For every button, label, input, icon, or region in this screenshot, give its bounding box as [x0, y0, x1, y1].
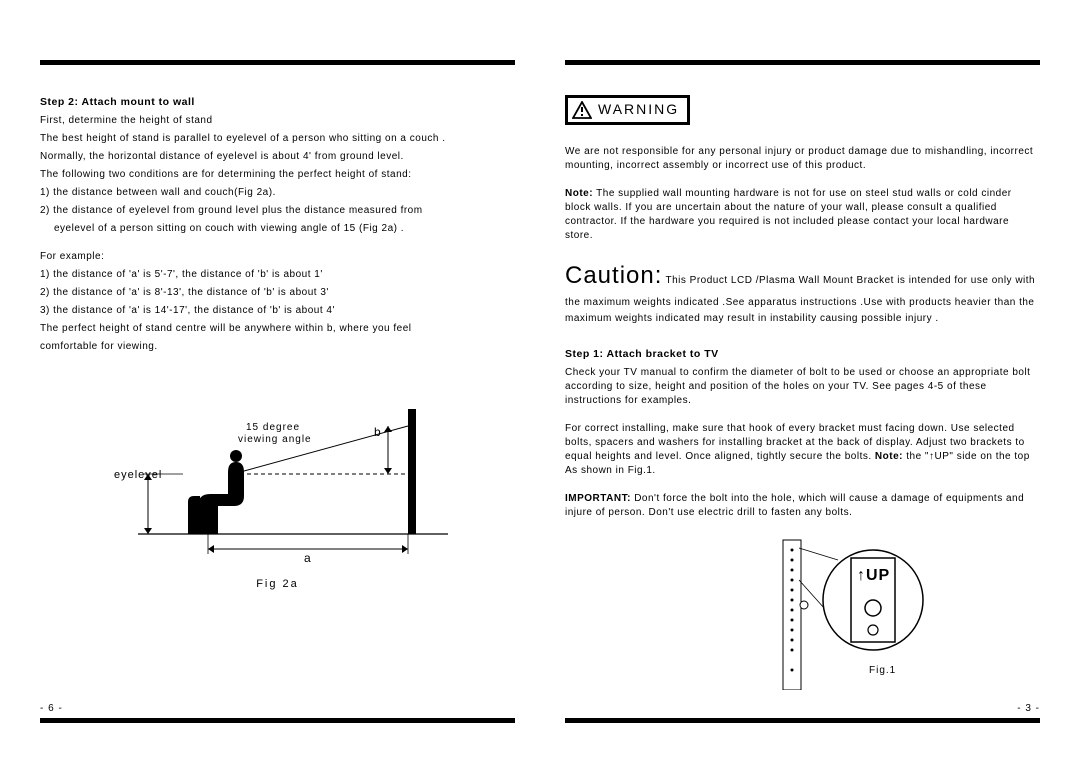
right-p2: For correct installing, make sure that h…: [565, 422, 1040, 478]
left-content: Step 2: Attach mount to wall First, dete…: [40, 65, 515, 703]
left-p5: For example:: [40, 250, 515, 264]
page-left: Step 2: Attach mount to wall First, dete…: [40, 60, 515, 723]
up-label: ↑UP: [857, 567, 890, 584]
warning-label: WARNING: [598, 100, 679, 120]
left-p6b: comfortable for viewing.: [40, 340, 515, 354]
left-ex2: 2) the distance of 'a' is 8'-13', the di…: [40, 286, 515, 300]
important-text: Don't force the bolt into the hole, whic…: [565, 493, 1024, 518]
figure-2a: eyelevel b a 15 degree viewing angle Fig…: [78, 384, 478, 592]
left-li2: 2) the distance of eyelevel from ground …: [40, 204, 515, 218]
label-eyelevel: eyelevel: [114, 469, 162, 481]
important-word: IMPORTANT:: [565, 493, 631, 504]
warn-p1: We are not responsible for any personal …: [565, 145, 1040, 173]
left-ex1: 1) the distance of 'a' is 5'-7', the dis…: [40, 268, 515, 282]
important-block: IMPORTANT: Don't force the bolt into the…: [565, 492, 1040, 520]
fig2a-caption: Fig 2a: [78, 577, 478, 592]
note-word: Note:: [565, 188, 593, 199]
left-li1: 1) the distance between wall and couch(F…: [40, 186, 515, 200]
fig1-caption: Fig.1: [869, 665, 896, 676]
left-p4: The following two conditions are for det…: [40, 168, 515, 182]
rule-bottom-right: [565, 718, 1040, 723]
figure-1: ↑UP Fig.1: [673, 530, 933, 695]
left-p6: The perfect height of stand centre will …: [40, 322, 515, 336]
page-number-right: - 3 -: [565, 703, 1040, 718]
left-p3: Normally, the horizontal distance of eye…: [40, 150, 515, 164]
label-b: b: [374, 425, 381, 439]
page-right: WARNING We are not responsible for any p…: [565, 60, 1040, 723]
figure-2a-svg: eyelevel b a 15 degree viewing angle: [78, 384, 478, 564]
left-ex3: 3) the distance of 'a' is 14'-17', the d…: [40, 304, 515, 318]
rule-bottom-left: [40, 718, 515, 723]
note-block: Note: The supplied wall mounting hardwar…: [565, 187, 1040, 243]
right-p1: Check your TV manual to confirm the diam…: [565, 366, 1040, 408]
label-angle2: viewing angle: [238, 434, 312, 445]
label-angle1: 15 degree: [246, 422, 300, 433]
caution-word: Caution:: [565, 262, 662, 289]
caution-block: Caution: This Product LCD /Plasma Wall M…: [565, 257, 1040, 327]
step1-heading: Step 1: Attach bracket to TV: [565, 347, 1040, 362]
warning-box: WARNING: [565, 95, 690, 125]
label-a: a: [304, 551, 311, 564]
figure-1-svg: ↑UP Fig.1: [673, 530, 933, 690]
right-p2-note-word: Note:: [875, 451, 903, 462]
right-content: WARNING We are not responsible for any p…: [565, 65, 1040, 703]
left-p2: The best height of stand is parallel to …: [40, 132, 515, 146]
warning-icon: [572, 101, 592, 119]
step2-heading: Step 2: Attach mount to wall: [40, 95, 515, 110]
note-text: The supplied wall mounting hardware is n…: [565, 188, 1012, 241]
left-p1: First, determine the height of stand: [40, 114, 515, 128]
page-number-left: - 6 -: [40, 703, 515, 718]
left-li2b: eyelevel of a person sitting on couch wi…: [40, 222, 515, 236]
